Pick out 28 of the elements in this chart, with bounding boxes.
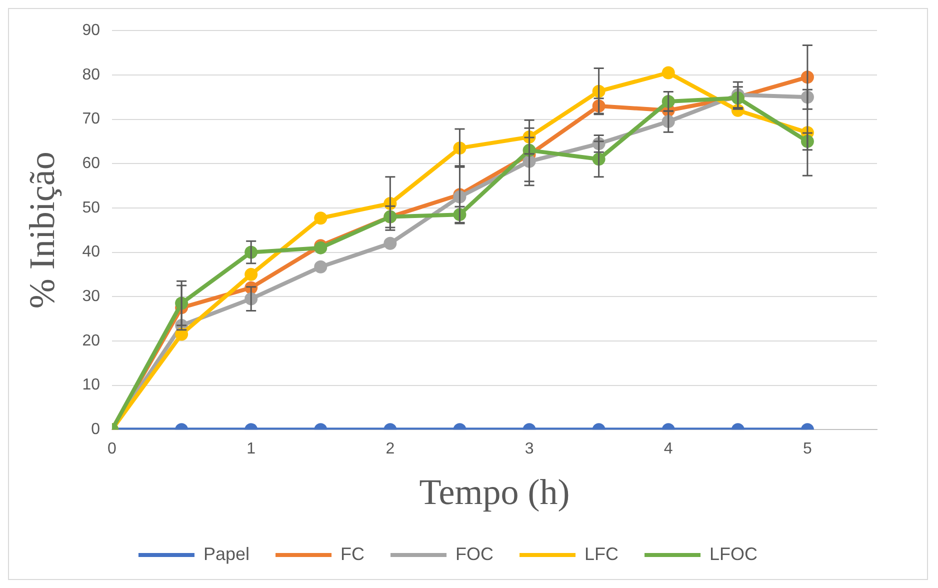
y-tick-label: 0 (91, 421, 100, 438)
point (244, 268, 258, 281)
x-tick-label: 1 (246, 440, 256, 458)
x-tick-label: 5 (803, 440, 812, 458)
legend-label: FOC (456, 544, 494, 564)
y-tick-label: 80 (82, 66, 100, 84)
y-tick-label: 60 (82, 155, 100, 172)
x-tick-label: 0 (108, 440, 117, 458)
y-tick-label: 70 (82, 110, 100, 128)
x-tick-label: 3 (524, 440, 534, 458)
y-tick-label: 10 (82, 376, 100, 394)
y-tick-label: 90 (82, 22, 100, 40)
legend-label: LFC (584, 544, 619, 564)
x-tick-label: 2 (386, 440, 395, 458)
x-tick-label: 4 (664, 440, 673, 458)
point (314, 260, 328, 274)
legend-label: LFOC (710, 544, 758, 564)
y-tick-label: 30 (82, 288, 100, 306)
y-axis-title: % Inibição (22, 152, 62, 309)
y-tick-label: 50 (82, 199, 100, 216)
legend-label: FC (340, 544, 365, 564)
point (384, 236, 397, 250)
legend-label: Papel (203, 544, 250, 564)
x-axis-title: Tempo (h) (419, 472, 570, 512)
point (662, 66, 675, 80)
y-tick-label: 40 (82, 244, 100, 261)
point (314, 212, 328, 225)
y-tick-label: 20 (82, 332, 100, 350)
